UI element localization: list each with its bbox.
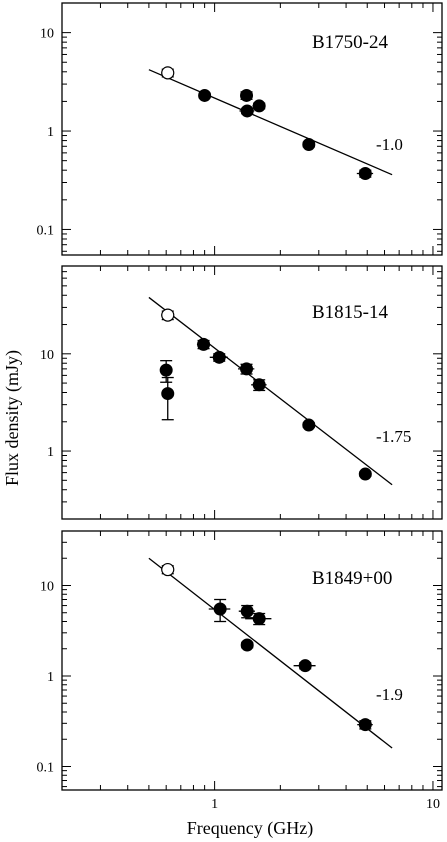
y-tick-label: 1 (47, 445, 54, 460)
panel-1: 0.1 1 10 B1750-24 -1.0 (37, 2, 443, 256)
spectral-fit-line (148, 69, 393, 176)
filled-data-point (159, 363, 173, 377)
y-tick-label: 10 (40, 348, 54, 363)
panel-2: 1 10 B1815-14 -1.75 (40, 265, 443, 520)
spectral-index-label: -1.9 (376, 685, 403, 704)
filled-data-point (240, 638, 254, 652)
filled-data-point (198, 88, 212, 102)
filled-data-point (240, 362, 254, 376)
y-axis-label: Flux density (mJy) (2, 350, 23, 486)
filled-data-point (213, 602, 227, 616)
x-tick-label: 1 (211, 797, 218, 812)
filled-data-point (240, 104, 254, 118)
panel-frame (61, 530, 443, 791)
y-tick-label: 0.1 (37, 761, 55, 776)
x-tick-label: 10 (426, 797, 440, 812)
filled-data-point (240, 88, 254, 102)
spectral-fit-line (148, 296, 393, 486)
open-data-point (161, 308, 175, 322)
y-tick-label: 10 (40, 579, 54, 594)
filled-data-point (197, 337, 211, 351)
filled-data-point (358, 718, 372, 732)
open-data-point (161, 562, 175, 577)
filled-data-point (252, 99, 266, 113)
filled-data-point (302, 418, 316, 432)
pulsar-name-label: B1750-24 (312, 32, 389, 53)
filled-data-point (358, 167, 372, 181)
panel-3: 0.1 1 10 1 10 B1849+00 -1.9 (37, 530, 443, 812)
filled-data-point (252, 612, 266, 626)
pulsar-name-label: B1815-14 (312, 302, 389, 323)
x-axis-label: Frequency (GHz) (187, 818, 313, 839)
y-tick-label: 1 (47, 670, 54, 685)
filled-data-point (298, 659, 312, 673)
filled-data-point (161, 387, 175, 401)
y-tick-label: 0.1 (37, 223, 55, 238)
spectral-index-label: -1.0 (376, 135, 403, 154)
y-tick-label: 1 (47, 125, 54, 140)
filled-data-point (302, 137, 316, 151)
filled-data-point (212, 350, 226, 364)
y-tick-label: 10 (40, 27, 54, 42)
spectral-fit-line (148, 557, 393, 749)
panel-frame (61, 2, 443, 256)
filled-data-point (240, 604, 254, 618)
open-data-point (161, 66, 175, 80)
spectral-index-label: -1.75 (376, 427, 411, 446)
pulsar-name-label: B1849+00 (312, 568, 392, 589)
filled-data-point (252, 378, 266, 392)
filled-data-point (358, 467, 372, 481)
